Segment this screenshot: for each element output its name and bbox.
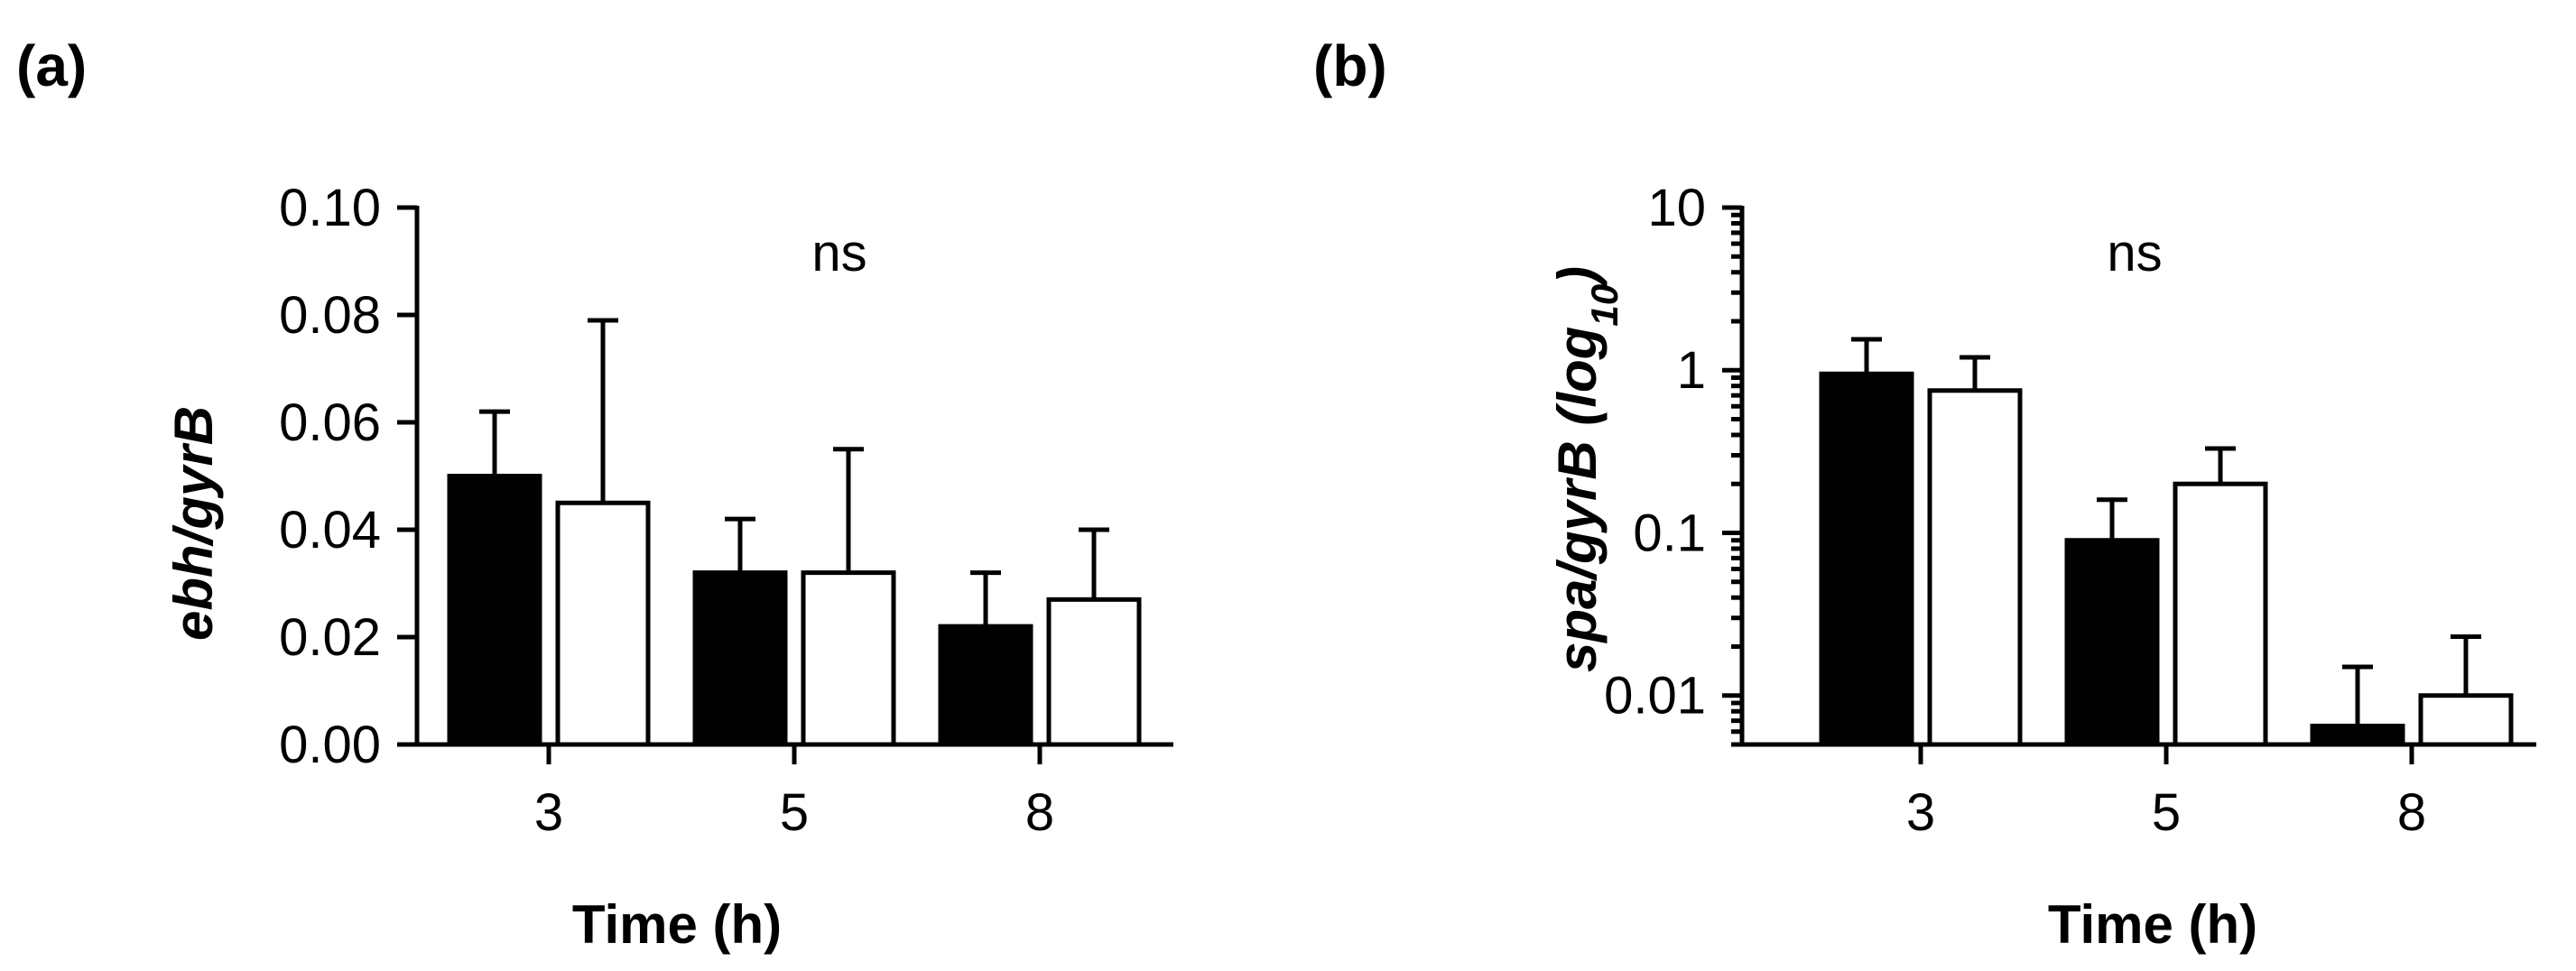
x-axis-title-a: Time (h) bbox=[572, 894, 782, 955]
x-tick-label: 8 bbox=[2397, 783, 2426, 842]
y-tick-label: 1 bbox=[1677, 341, 1706, 400]
panel-label-a: (a) bbox=[16, 33, 87, 98]
x-tick-label: 3 bbox=[1906, 783, 1935, 842]
bar-filled-5 bbox=[692, 570, 788, 747]
x-tick-label: 5 bbox=[2152, 783, 2181, 842]
y-tick-label: 0.08 bbox=[279, 286, 381, 345]
panel-b-bars bbox=[1819, 371, 2514, 747]
bar-filled-5 bbox=[2064, 538, 2160, 747]
panel-a-xticks: 3 5 8 bbox=[534, 744, 1054, 842]
x-tick-label: 8 bbox=[1025, 783, 1054, 842]
panel-b: (b) 0.01 0.1 1 10 3 5 8 Time (h) spa/gyrB (lo… bbox=[1313, 33, 2536, 955]
bar-filled-3 bbox=[447, 474, 542, 747]
annotation-ns-a: ns bbox=[811, 224, 866, 282]
panel-a-bars bbox=[447, 474, 1142, 747]
bar-filled-8 bbox=[2310, 723, 2405, 747]
panel-b-axes bbox=[1739, 206, 2536, 747]
bar-filled-8 bbox=[938, 624, 1033, 747]
bar-open-5 bbox=[2173, 481, 2268, 747]
x-axis-title-b: Time (h) bbox=[2048, 894, 2257, 955]
y-tick-label: 0.1 bbox=[1633, 504, 1706, 562]
panel-b-xticks: 3 5 8 bbox=[1906, 744, 2426, 842]
y-tick-label: 0.04 bbox=[279, 501, 381, 559]
y-tick-label: 10 bbox=[1647, 179, 1706, 237]
bar-open-3 bbox=[1927, 388, 2023, 747]
panel-label-b: (b) bbox=[1313, 33, 1387, 98]
bar-open-8 bbox=[1046, 596, 1142, 747]
y-tick-label: 0.01 bbox=[1604, 667, 1706, 726]
bar-open-3 bbox=[555, 500, 651, 747]
annotation-ns-b: ns bbox=[2107, 224, 2162, 282]
panel-a: (a) 0.00 0.02 0.04 0.06 0.08 0.10 3 5 8 Time (h… bbox=[16, 33, 1173, 955]
y-tick-label: 0.02 bbox=[279, 608, 381, 667]
y-tick-label: 0.00 bbox=[279, 716, 381, 774]
y-axis-title-a: ebh/gyrB bbox=[163, 406, 224, 641]
x-tick-label: 3 bbox=[534, 783, 563, 842]
panel-a-errors bbox=[479, 318, 1109, 627]
panel-a-yticks: 0.00 0.02 0.04 0.06 0.08 0.10 bbox=[279, 179, 417, 774]
y-tick-label: 0.06 bbox=[279, 393, 381, 452]
y-axis-title-b: spa/gyrB (log10) bbox=[1547, 266, 1626, 672]
panel-b-yticks: 0.01 0.1 1 10 bbox=[1604, 179, 1742, 747]
bar-filled-3 bbox=[1819, 371, 1914, 747]
x-tick-label: 5 bbox=[780, 783, 809, 842]
bar-open-8 bbox=[2418, 693, 2514, 747]
panel-b-errors bbox=[1851, 337, 2481, 726]
y-axis-title-b-main: spa/gyrB (log bbox=[1547, 327, 1608, 672]
y-axis-title-b-sub: 10 bbox=[1583, 284, 1626, 327]
y-tick-label: 0.10 bbox=[279, 179, 381, 237]
bar-open-5 bbox=[801, 570, 896, 747]
